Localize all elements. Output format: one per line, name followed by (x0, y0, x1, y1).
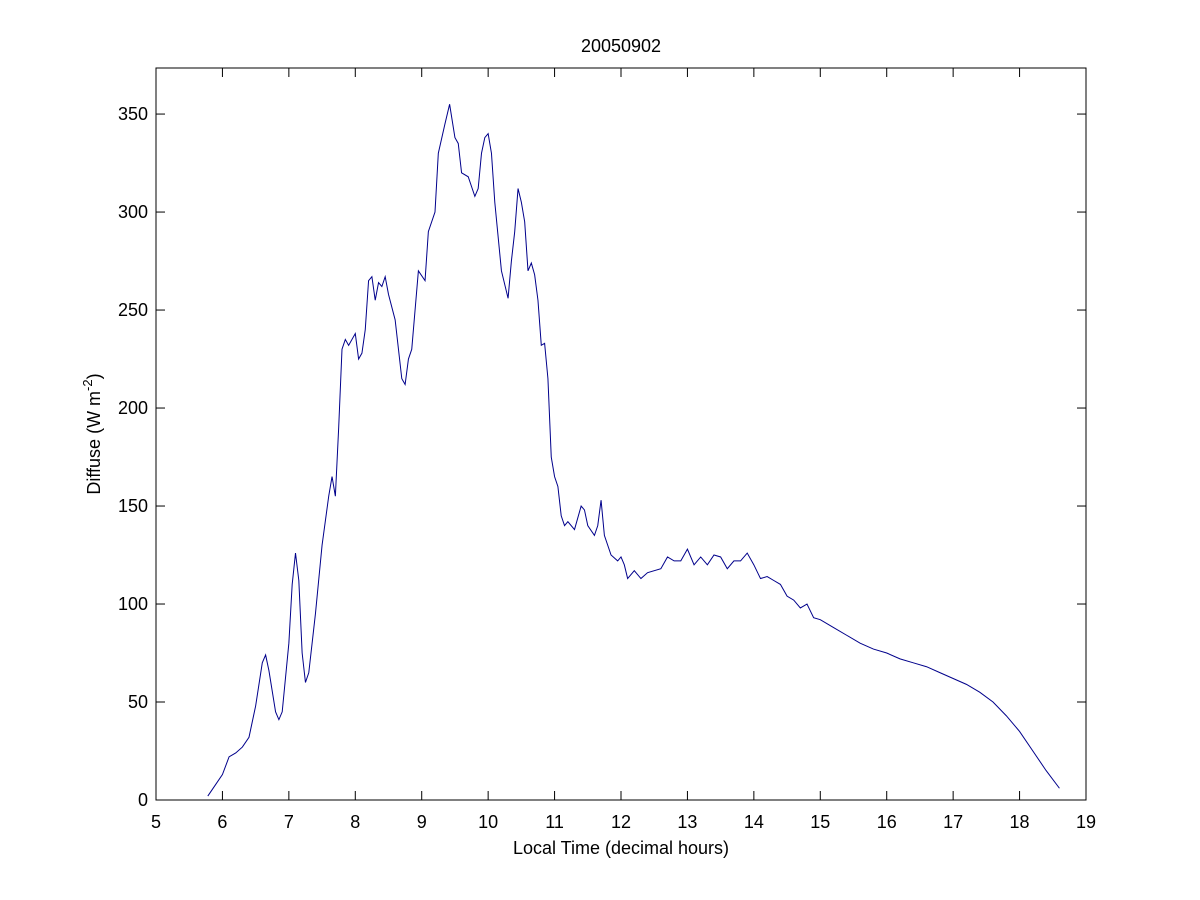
y-tick-label: 350 (118, 104, 148, 124)
x-tick-label: 19 (1076, 812, 1096, 832)
x-tick-label: 7 (284, 812, 294, 832)
data-line (207, 104, 1060, 797)
chart-title: 20050902 (581, 36, 661, 56)
x-tick-label: 18 (1010, 812, 1030, 832)
y-label-part: Diffuse (W m (84, 391, 104, 495)
y-axis-label: Diffuse (W m-2) (80, 373, 104, 494)
x-tick-label: 8 (350, 812, 360, 832)
y-tick-label: 250 (118, 300, 148, 320)
x-tick-label: 14 (744, 812, 764, 832)
y-tick-label: 300 (118, 202, 148, 222)
x-tick-label: 5 (151, 812, 161, 832)
x-tick-label: 10 (478, 812, 498, 832)
y-label-sup: -2 (80, 379, 95, 391)
y-tick-label: 0 (138, 790, 148, 810)
x-tick-label: 11 (545, 812, 564, 832)
x-tick-label: 15 (810, 812, 830, 832)
y-tick-label: 50 (128, 692, 148, 712)
x-tick-label: 6 (217, 812, 227, 832)
x-axis-label: Local Time (decimal hours) (513, 838, 729, 858)
y-label-part: ) (84, 373, 104, 379)
x-tick-label: 13 (677, 812, 697, 832)
x-tick-label: 17 (943, 812, 963, 832)
x-tick-label: 16 (877, 812, 897, 832)
y-tick-label: 200 (118, 398, 148, 418)
y-tick-label: 150 (118, 496, 148, 516)
x-tick-label: 9 (417, 812, 427, 832)
y-tick-label: 100 (118, 594, 148, 614)
x-tick-label: 12 (611, 812, 631, 832)
